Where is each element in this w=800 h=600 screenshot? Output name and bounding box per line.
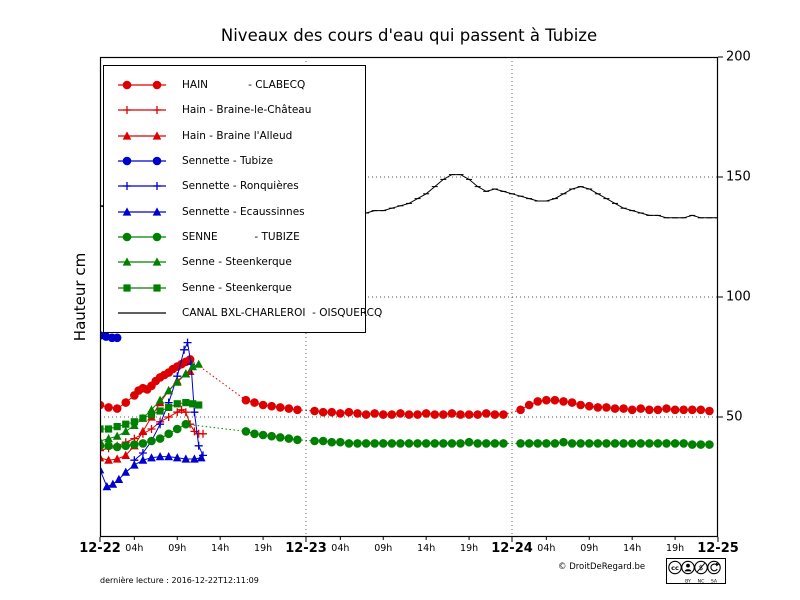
plot-border [99,56,719,538]
legend-label: Sennette - Tubize [182,154,274,167]
plus-marker-icon [118,182,166,191]
legend-item-senne-steenkerque-1: Senne - Steenkerque [104,250,365,274]
circle-marker-icon [118,80,166,90]
legend-item-sennette-ronquieres: Sennette - Ronquières [104,174,365,198]
legend-item-hain-braine-l-alleud: Hain - Braine l'Alleud [104,124,365,148]
series-senne-tubize [100,419,714,452]
square-marker-icon [118,284,166,292]
legend-label: Senne - Steenkerque [182,256,292,269]
legend-item-sennette-tubize: Sennette - Tubize [104,149,365,173]
legend-item-sennette-ecaussinnes: Sennette - Ecaussinnes [104,200,365,224]
sa-arrow-icon [710,563,718,572]
legend-label: SENNE - TUBIZE [182,230,300,243]
footer-info: dernière lecture : 2016-12-22T12:11:09 d… [100,556,259,600]
legend-label: CANAL BXL-CHARLEROI - OISQUERCQ [182,306,383,319]
axis-ticks [99,56,723,542]
by-person-icon [686,563,690,568]
triangle-marker-icon [118,257,166,266]
legend-box: HAIN - CLABECQ Hain - Braine-le-Château Ha… [103,65,382,333]
legend-item-senne-tubize: SENNE - TUBIZE [104,225,365,249]
legend-label: Sennette - Ecaussinnes [182,205,305,218]
copyright-text: © DroitDeRegard.be [558,562,646,572]
license-word: SA [711,578,718,584]
triangle-marker-icon [118,207,166,216]
legend-label: Hain - Braine l'Alleud [182,129,293,142]
legend-label: HAIN - CLABECQ [182,79,306,91]
series-sennette-ecaussinnes [100,452,206,491]
legend-item-hain-braine-le-chateau: Hain - Braine-le-Château [104,98,365,122]
legend-item-senne-steenkerque-2: Senne - Steenkerque [104,276,365,300]
plus-marker-icon [118,106,166,115]
series-senne-steenkerque-2 [100,399,203,433]
legend-label: Senne - Steenkerque [182,281,292,294]
series-hain-clabecq [100,355,714,419]
legend-label: Hain - Braine-le-Château [182,104,312,117]
last-reading-text: dernière lecture : 2016-12-22T12:11:09 [100,576,259,585]
chart-title: Niveaux des cours d'eau qui passent à Tu… [220,26,598,45]
triangle-marker-icon [118,131,166,140]
circle-marker-icon [118,156,166,166]
legend-label: Sennette - Ronquières [182,180,299,193]
license-word: NC [698,578,705,584]
series-layer [100,174,718,491]
legend-item-canal-bxl-charleroi-oisquercq: CANAL BXL-CHARLEROI - OISQUERCQ [104,301,382,325]
series-sennette-tubize [100,331,122,343]
legend-item-hain-clabecq: HAIN - CLABECQ [104,73,365,97]
hline-marker-icon [118,312,166,314]
cc-icon: cc [671,564,679,572]
license-word: BY [685,578,691,584]
circle-marker-icon [118,232,166,242]
series-hain-braine-le-chateau [100,405,207,455]
